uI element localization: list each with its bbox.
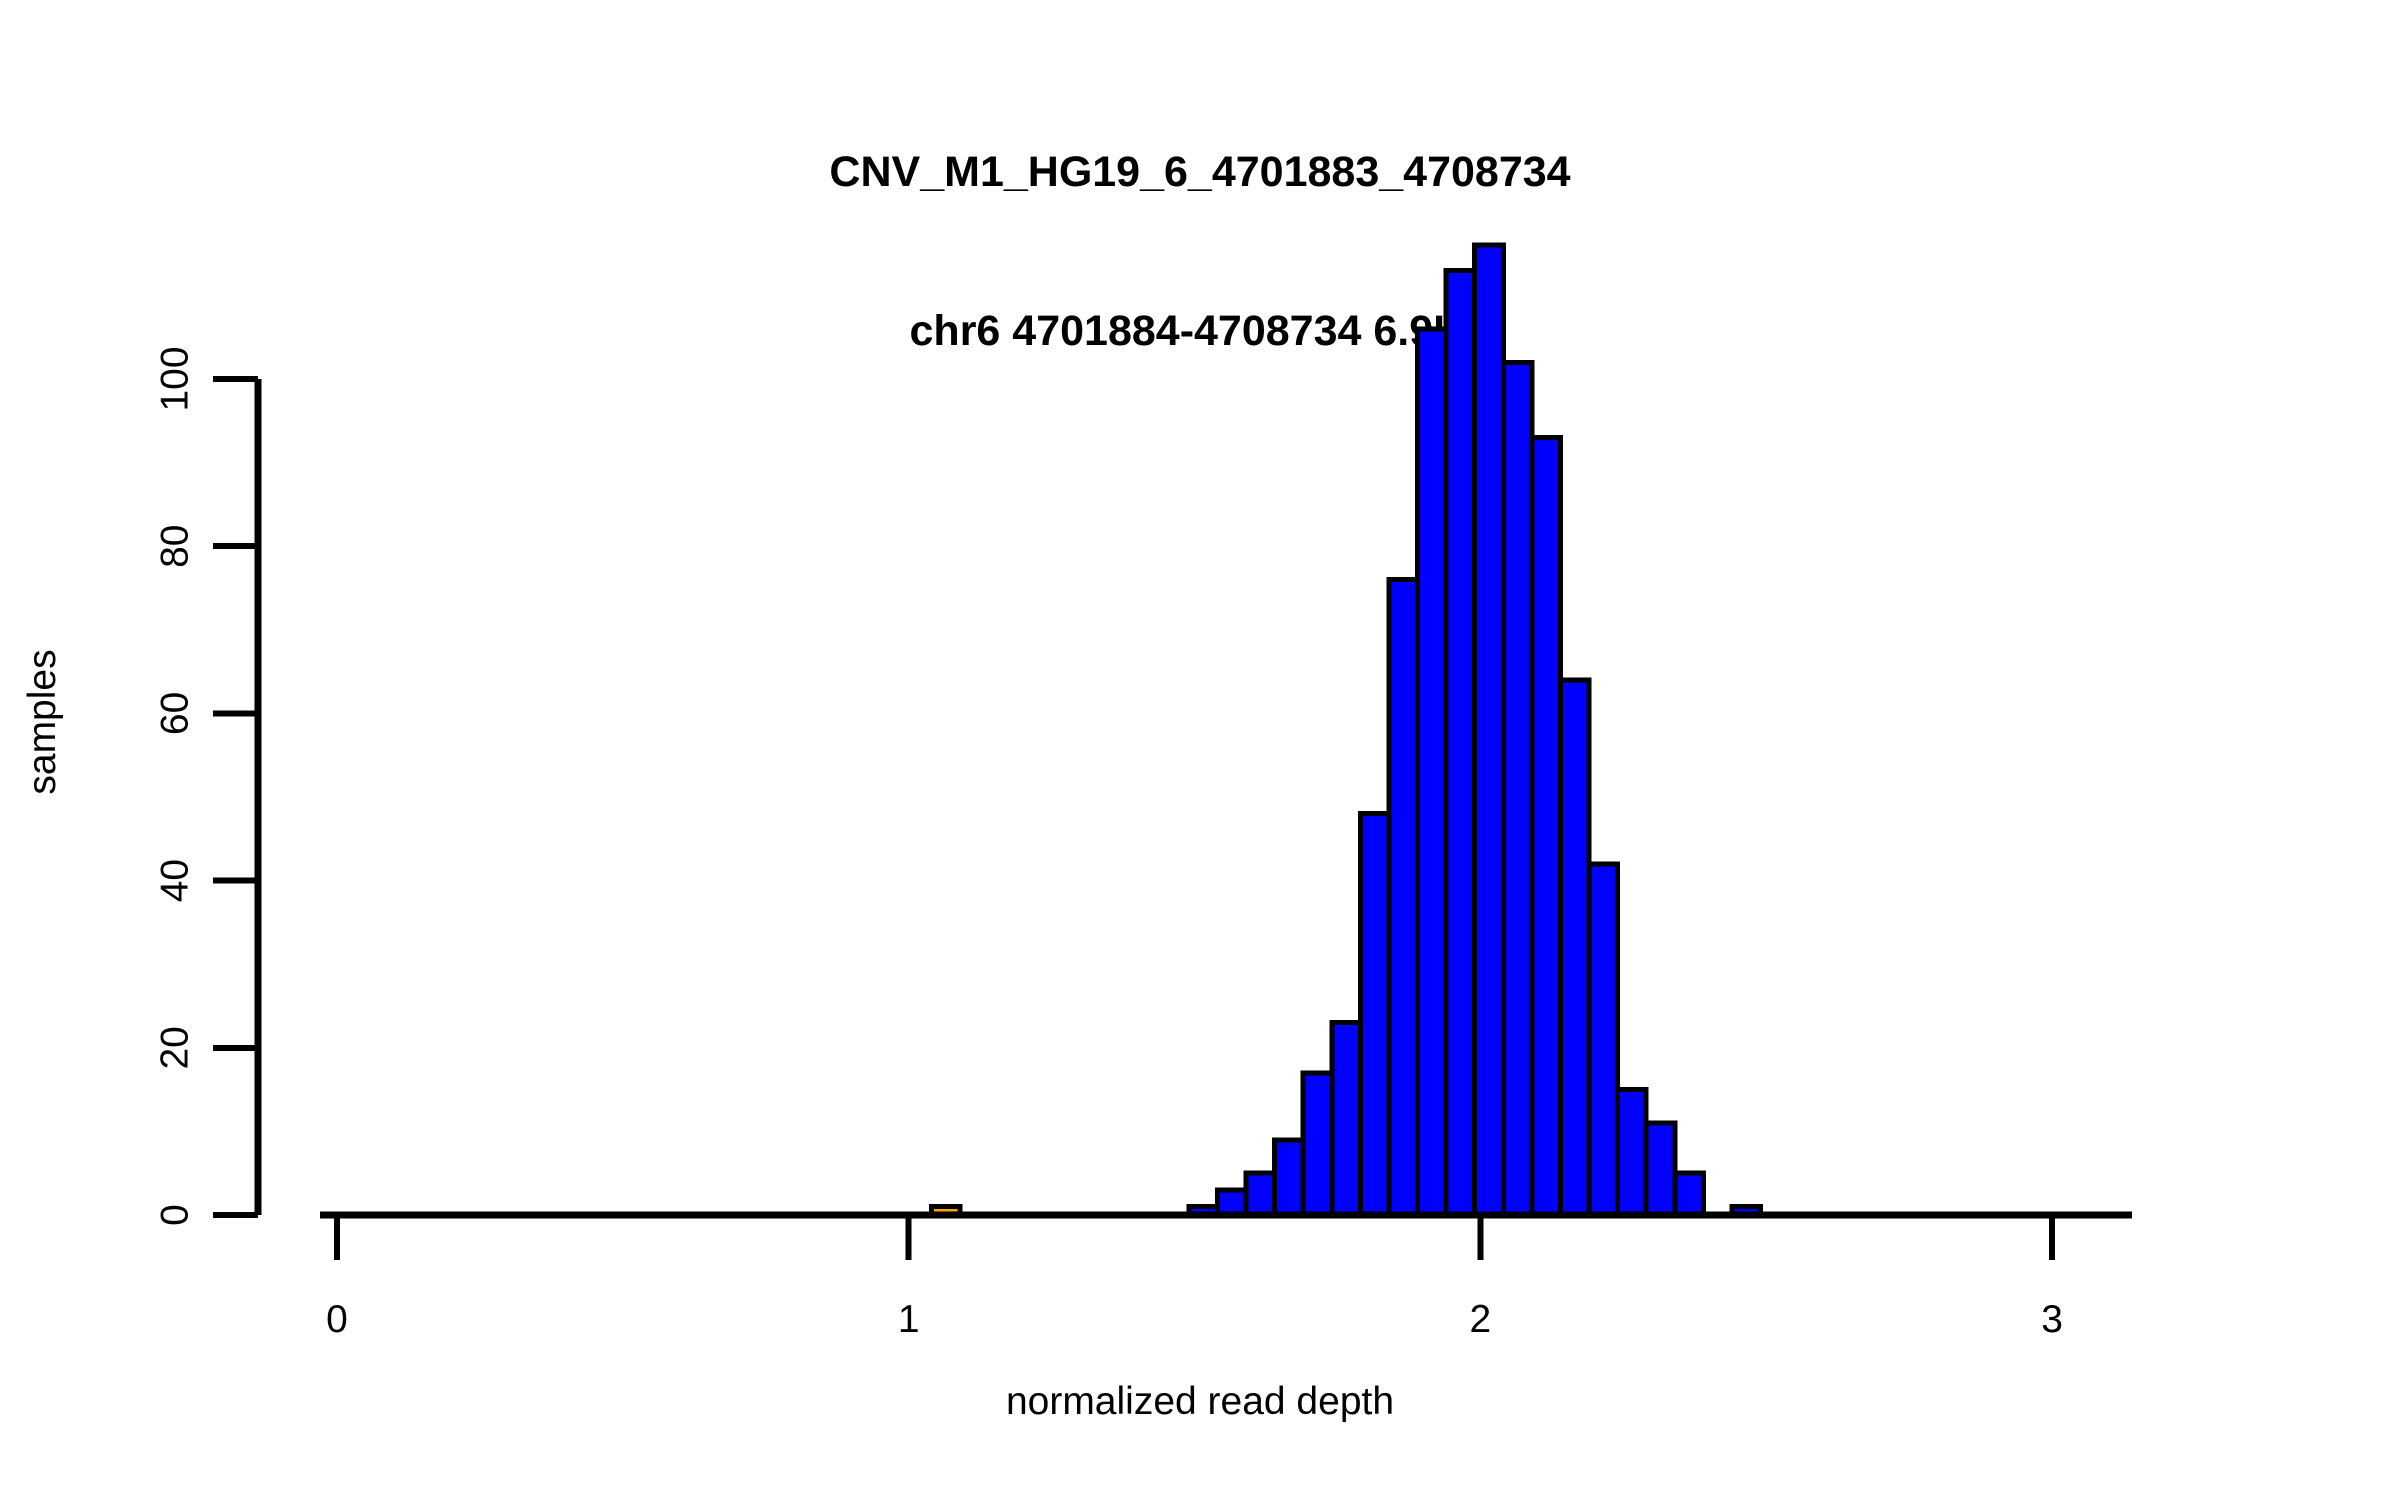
y-tick-label: 20: [154, 1026, 197, 1069]
chart-title-line-1: CNV_M1_HG19_6_4701883_4708734: [829, 148, 1571, 196]
histogram-bar: [1615, 1087, 1649, 1218]
histogram-bar: [1415, 326, 1449, 1218]
x-tick-label: 1: [898, 1298, 920, 1341]
tick-label-layer: 0 1 2 3 0 20 40 60 80 100: [154, 346, 2063, 1341]
histogram-bar: [1586, 861, 1621, 1218]
histogram-bar: [1500, 359, 1535, 1218]
histogram-bar: [1214, 1187, 1249, 1218]
histogram-bar: [1386, 577, 1421, 1218]
x-axis-label: normalized read depth: [1005, 1380, 1395, 1423]
histogram-bar: [1643, 1120, 1678, 1218]
axis-layer: [213, 376, 2133, 1260]
x-tick-label: 2: [1470, 1298, 1492, 1341]
histogram-bar: [1300, 1070, 1335, 1218]
y-tick-label: 100: [154, 346, 197, 411]
histogram-bar: [1472, 242, 1506, 1218]
histogram-bar: [1272, 1137, 1306, 1218]
y-tick-label: 80: [154, 525, 197, 568]
histogram-bar: [1443, 267, 1478, 1218]
histogram-bar: [1529, 435, 1563, 1218]
x-tick-label: 3: [2041, 1298, 2063, 1341]
y-tick-label: 0: [154, 1204, 197, 1226]
y-tick-label: 60: [154, 692, 197, 735]
histogram-bar: [1329, 1020, 1363, 1218]
histogram-bar: [1672, 1170, 1706, 1218]
x-tick-label: 0: [326, 1298, 348, 1341]
histogram-bar: [1557, 677, 1592, 1218]
y-tick-label: 40: [154, 859, 197, 902]
histogram-bar: [1243, 1170, 1278, 1218]
histogram-bar: [1357, 811, 1392, 1218]
bars-layer: [929, 242, 1764, 1218]
